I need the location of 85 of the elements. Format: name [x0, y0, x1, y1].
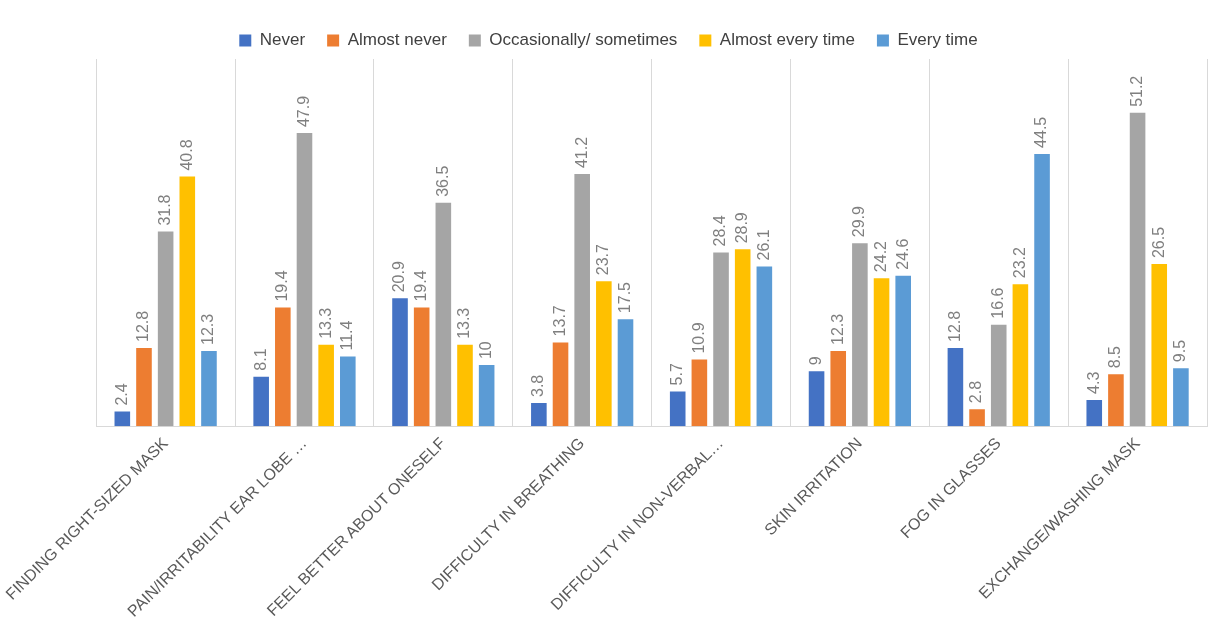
bar [531, 403, 547, 427]
data-label: 51.2 [1127, 75, 1145, 107]
data-label: 4.3 [1084, 371, 1102, 394]
data-label: 24.2 [871, 240, 889, 273]
bar [756, 266, 773, 427]
bar [830, 350, 847, 427]
data-label: 44.5 [1032, 116, 1050, 148]
legend-label: Almost never [347, 30, 448, 50]
bar [435, 202, 452, 427]
data-label: 19.4 [412, 270, 430, 302]
bar [136, 347, 152, 427]
data-label: 10 [477, 341, 495, 360]
bar [340, 356, 356, 427]
bar [1034, 153, 1050, 427]
bar [1129, 112, 1146, 427]
bar [574, 174, 590, 427]
data-label: 13.3 [455, 307, 473, 339]
bar [734, 249, 751, 427]
data-label: 2.8 [967, 380, 985, 404]
bar [596, 281, 612, 427]
bar [253, 376, 269, 427]
bar [457, 344, 473, 427]
bar [852, 243, 868, 427]
legend-label: Occasionally/ sometimes [489, 30, 678, 50]
data-label: 12.8 [134, 310, 152, 342]
bar [969, 409, 985, 427]
data-label: 11.4 [338, 320, 356, 351]
bar [552, 342, 569, 427]
data-label: 41.2 [572, 136, 590, 169]
legend-label: Every time [897, 30, 978, 50]
bar [808, 371, 825, 427]
bar [1173, 368, 1189, 427]
data-label: 12.3 [199, 313, 217, 345]
data-label: 13.3 [316, 307, 334, 339]
data-label: 17.5 [615, 281, 633, 314]
bar [713, 252, 729, 427]
data-label: 9.5 [1171, 339, 1189, 363]
bar [179, 176, 196, 427]
legend-label: Never [259, 30, 306, 50]
bar [1108, 374, 1124, 427]
bar [157, 231, 174, 427]
bar [691, 359, 708, 427]
bar [1151, 264, 1168, 427]
bar [895, 275, 911, 427]
bar [1086, 399, 1103, 427]
data-label: 20.9 [390, 261, 408, 293]
data-label: 9 [806, 356, 824, 366]
data-label: 28.9 [733, 212, 751, 244]
bar [947, 347, 964, 427]
bar [275, 307, 291, 427]
bar [114, 411, 131, 427]
data-label: 8.1 [251, 348, 269, 371]
bar [318, 344, 334, 427]
data-label: 24.6 [893, 238, 911, 270]
data-label: 13.7 [550, 305, 568, 337]
data-label: 47.9 [294, 95, 312, 128]
data-label: 23.2 [1010, 247, 1028, 279]
bar [478, 365, 495, 427]
bar [201, 350, 217, 427]
bar [990, 324, 1007, 427]
data-label: 26.1 [754, 229, 772, 261]
data-label: 31.8 [156, 194, 174, 226]
bar [296, 133, 313, 427]
data-label: 12.3 [828, 313, 846, 345]
data-label: 23.7 [594, 243, 612, 276]
data-label: 8.5 [1106, 345, 1124, 369]
bar [669, 391, 686, 427]
data-label: 10.9 [689, 322, 707, 354]
data-label: 36.5 [433, 165, 451, 197]
bar [617, 319, 634, 427]
bar [1012, 284, 1029, 427]
data-label: 3.8 [529, 374, 547, 398]
data-label: 29.9 [850, 206, 868, 238]
data-label: 26.5 [1149, 226, 1167, 259]
bar [392, 298, 408, 427]
data-label: 5.7 [668, 363, 686, 386]
data-label: 19.4 [273, 270, 291, 302]
legend-label: Almost every time [719, 30, 855, 50]
data-label: 16.6 [989, 287, 1007, 319]
data-label: 2.4 [112, 383, 130, 406]
bar [873, 278, 890, 427]
data-label: 28.4 [711, 215, 729, 247]
data-label: 40.8 [177, 139, 195, 171]
bar [413, 307, 430, 427]
data-label: 12.8 [945, 310, 963, 342]
